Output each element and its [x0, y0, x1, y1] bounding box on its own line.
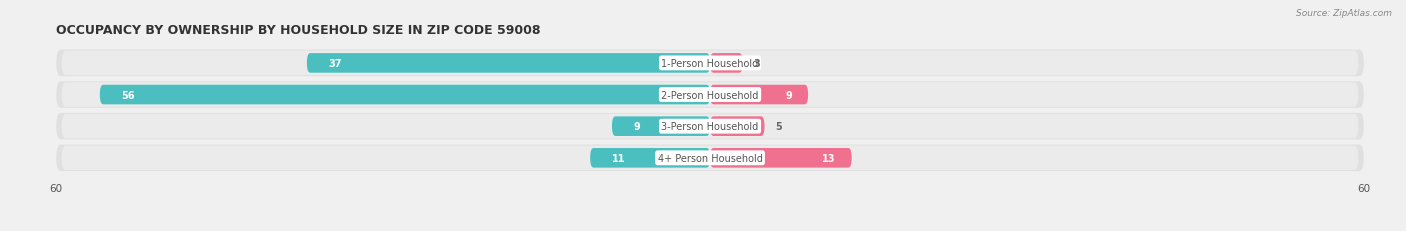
- FancyBboxPatch shape: [710, 117, 765, 136]
- FancyBboxPatch shape: [100, 85, 710, 105]
- Text: Source: ZipAtlas.com: Source: ZipAtlas.com: [1296, 9, 1392, 18]
- FancyBboxPatch shape: [710, 54, 742, 73]
- Text: OCCUPANCY BY OWNERSHIP BY HOUSEHOLD SIZE IN ZIP CODE 59008: OCCUPANCY BY OWNERSHIP BY HOUSEHOLD SIZE…: [56, 24, 541, 37]
- FancyBboxPatch shape: [591, 148, 710, 168]
- Text: 3: 3: [754, 59, 761, 69]
- Text: 2-Person Household: 2-Person Household: [661, 90, 759, 100]
- FancyBboxPatch shape: [56, 82, 1364, 108]
- Text: 11: 11: [612, 153, 626, 163]
- FancyBboxPatch shape: [62, 51, 1358, 76]
- Text: 56: 56: [122, 90, 135, 100]
- Text: 1-Person Household: 1-Person Household: [661, 59, 759, 69]
- Text: 5: 5: [776, 122, 782, 132]
- Text: 3-Person Household: 3-Person Household: [661, 122, 759, 132]
- Text: 13: 13: [823, 153, 835, 163]
- FancyBboxPatch shape: [56, 113, 1364, 140]
- FancyBboxPatch shape: [62, 114, 1358, 139]
- FancyBboxPatch shape: [62, 83, 1358, 107]
- FancyBboxPatch shape: [710, 148, 852, 168]
- Text: 9: 9: [785, 90, 792, 100]
- Text: 9: 9: [634, 122, 641, 132]
- FancyBboxPatch shape: [307, 54, 710, 73]
- FancyBboxPatch shape: [710, 85, 808, 105]
- FancyBboxPatch shape: [56, 50, 1364, 77]
- FancyBboxPatch shape: [612, 117, 710, 136]
- Text: 4+ Person Household: 4+ Person Household: [658, 153, 762, 163]
- FancyBboxPatch shape: [62, 146, 1358, 170]
- FancyBboxPatch shape: [56, 145, 1364, 171]
- Text: 37: 37: [329, 59, 342, 69]
